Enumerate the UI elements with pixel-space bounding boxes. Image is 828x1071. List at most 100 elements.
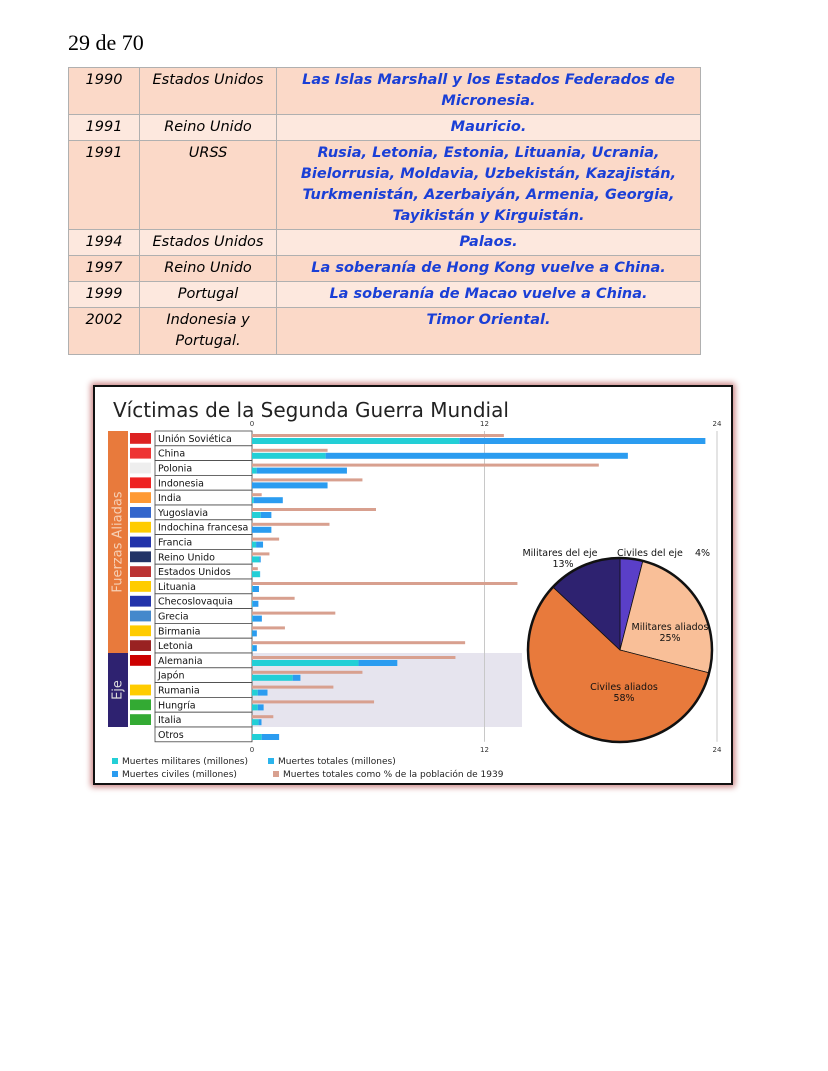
y-tick-label: Letonia [158, 641, 193, 652]
table-cell: Reino Unido [139, 114, 277, 141]
flag [130, 699, 151, 711]
flag [130, 684, 151, 696]
table-cell: 1997 [68, 255, 140, 282]
table-cell: Indonesia y Portugal. [139, 307, 277, 355]
pie-value-label: 25% [659, 633, 680, 644]
bar-civilian [459, 438, 706, 444]
bar-civilian [258, 719, 262, 726]
table-row: 1990 Estados Unidos Las Islas Marshall y l… [68, 67, 701, 115]
table-cell: URSS [139, 140, 277, 230]
bar-civilian [252, 645, 257, 652]
flag [130, 551, 151, 563]
figure [93, 385, 733, 785]
y-tick-label: Francia [158, 538, 192, 549]
bar-percent [252, 552, 270, 556]
table-cell: La soberanía de Macao vuelve a China. [276, 281, 701, 308]
table-cell: Portugal [139, 281, 277, 308]
bar-percent [252, 522, 330, 526]
x-tick-label: 12 [480, 420, 489, 428]
pie-label: Militares aliados [632, 622, 709, 633]
pie-value-label: 4% [695, 548, 710, 559]
bar-percent [252, 434, 504, 437]
bar-civilian [256, 541, 264, 548]
bar-percent [252, 656, 456, 659]
table-cell: 1991 [68, 114, 140, 141]
y-tick-label: Rumania [158, 686, 200, 697]
table: 1990 Estados Unidos Las Islas Marshall y l… [68, 67, 701, 355]
flag [130, 610, 151, 622]
table-row: 1991 URSS Rusia, Letonia, Estonia, Lituani… [68, 140, 701, 230]
flag [130, 581, 151, 592]
pie-label: Civiles del eje [617, 548, 683, 559]
legend-label: Muertes civiles (millones) [122, 770, 237, 780]
y-tick-label: Estados Unidos [158, 567, 231, 578]
y-tick-label: Yugoslavia [157, 508, 208, 519]
group-label: Fuerzas Aliadas [111, 491, 126, 592]
y-tick-label: Unión Soviética [158, 434, 232, 445]
legend-label: Muertes militares (millones) [122, 757, 248, 767]
bar-military [252, 689, 258, 696]
y-tick-label: Otros [158, 730, 184, 741]
bar-percent [252, 626, 285, 630]
bar-percent [252, 478, 363, 482]
bar-civilian [260, 512, 272, 518]
y-tick-label: India [158, 493, 181, 504]
y-tick-label: Reino Unido [158, 552, 215, 563]
table-cell: La soberanía de Hong Kong vuelve a China… [276, 255, 701, 282]
y-tick-label: Lituania [158, 582, 196, 593]
bar-military [252, 541, 257, 548]
table-row: 1994 Estados Unidos Palaos. [68, 229, 701, 256]
y-tick-label: Japón [157, 671, 185, 682]
group-label: Eje [111, 680, 126, 700]
bar-civilian [252, 630, 257, 637]
page-number: 29 de 70 [68, 30, 144, 55]
bar-military [252, 674, 293, 681]
bar-percent [252, 567, 258, 571]
bar-civilian [358, 660, 398, 666]
y-tick-label: Indochina francesa [158, 523, 248, 534]
legend-swatch [112, 771, 118, 777]
table-cell: Reino Unido [139, 255, 277, 282]
bar-percent [252, 700, 375, 704]
table-cell: Estados Unidos [139, 67, 277, 115]
legend-swatch [268, 758, 274, 764]
flag [130, 447, 151, 459]
table-cell: 1990 [68, 67, 140, 115]
bar-civilian [253, 497, 283, 504]
y-tick-label: Polonia [158, 464, 192, 475]
pie-label: Militares del eje [522, 548, 597, 559]
bar-military [252, 704, 258, 711]
y-tick-label: Indonesia [158, 478, 204, 489]
flag [130, 714, 151, 725]
bar-civilian [252, 615, 262, 622]
flag [130, 625, 151, 637]
table-cell: 1994 [68, 229, 140, 256]
bar-percent [252, 596, 295, 600]
flag [130, 521, 151, 533]
bar-military [252, 615, 253, 622]
bar-civilian [292, 674, 301, 681]
flag [130, 729, 151, 740]
bar-percent [252, 685, 334, 689]
x-tick-label: 12 [480, 746, 489, 754]
bar-military [252, 556, 260, 563]
flag [130, 433, 151, 444]
y-tick-label: China [158, 449, 185, 460]
flag [130, 477, 151, 489]
bar-percent [252, 641, 466, 645]
bar-civilian [257, 704, 264, 711]
flag [130, 462, 151, 474]
bar-civilian [252, 586, 259, 592]
legend-label: Muertes totales (millones) [278, 757, 396, 767]
pie-value-label: 13% [552, 559, 573, 570]
group-band [108, 653, 128, 727]
flag [130, 566, 151, 577]
table-row: 1997 Reino Unido La soberanía de Hong Kong… [68, 255, 701, 282]
bar-civilian [256, 467, 347, 474]
bar-civilian [257, 689, 268, 696]
bar-percent [252, 448, 328, 452]
legend-label: Muertes totales como % de la población d… [283, 769, 504, 780]
legend-swatch [273, 771, 279, 777]
